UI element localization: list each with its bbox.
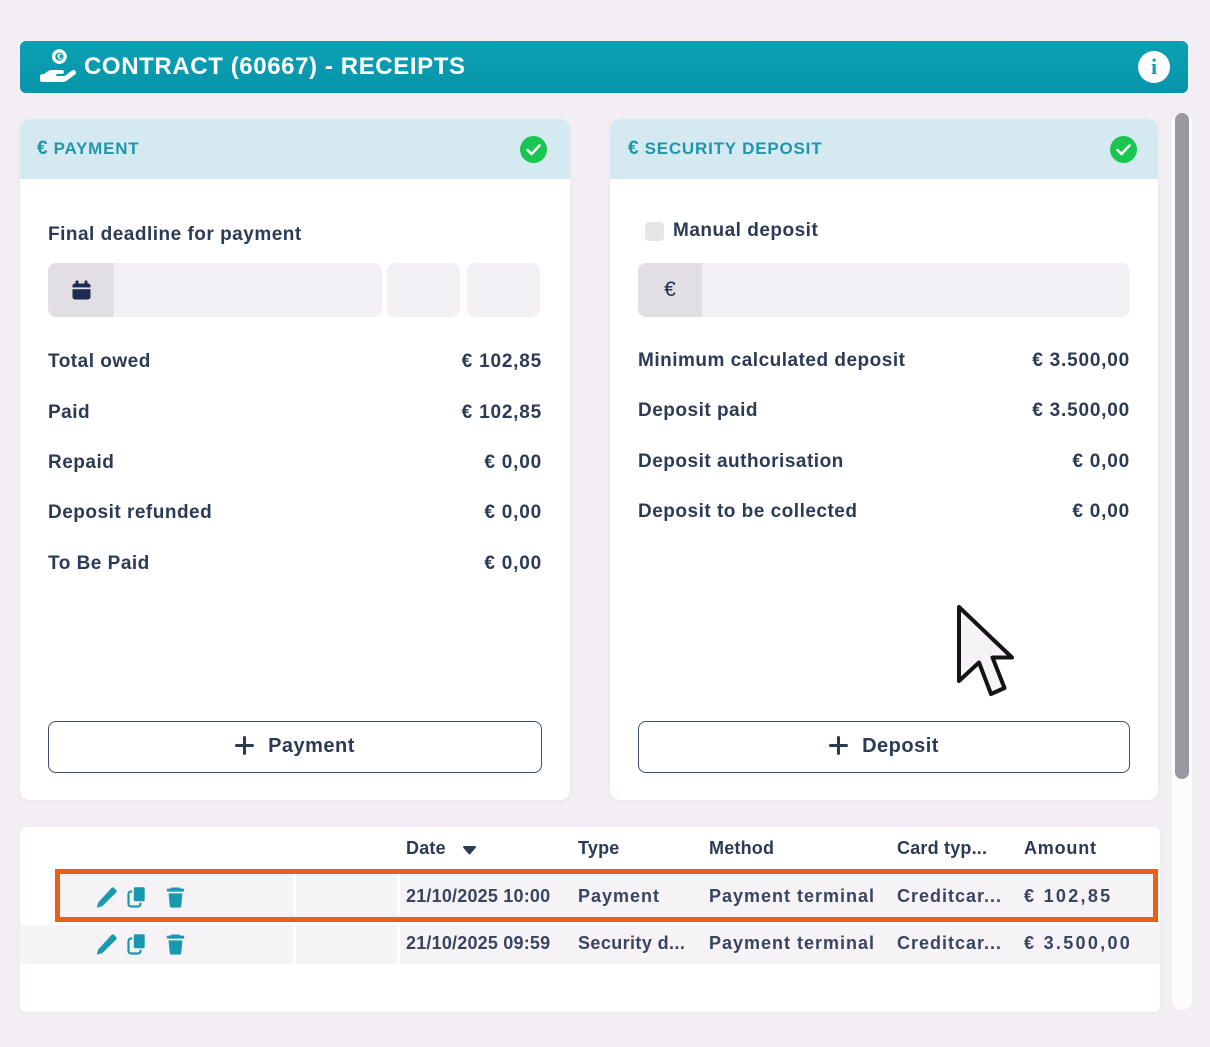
- svg-text:€: €: [57, 52, 62, 62]
